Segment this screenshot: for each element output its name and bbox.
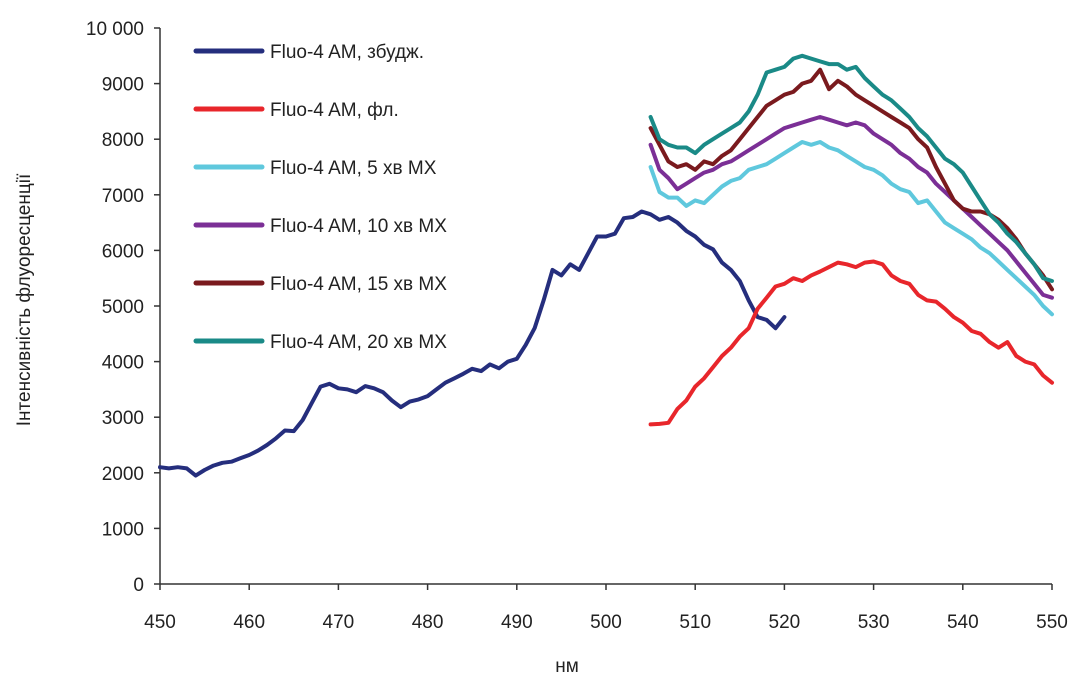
series-line-5 <box>648 67 1054 292</box>
x-tick-label: 470 <box>323 612 355 633</box>
y-tick-label: 4000 <box>102 353 144 374</box>
y-tick-label: 0 <box>133 575 144 596</box>
series-lines <box>158 53 1054 478</box>
y-ticks: 0 1000 2000 3000 4000 5000 6000 7000 8000 9000 10 … <box>86 19 160 596</box>
y-tick-label: 6000 <box>102 241 144 262</box>
y-tick-label: 2000 <box>102 464 144 485</box>
legend-label: Fluo-4 AM, 5 хв MX <box>270 158 437 179</box>
series-line-3 <box>648 140 1054 317</box>
series-line-1 <box>158 209 787 478</box>
x-ticks: 450 460 470 480 490 500 510 520 530 540 550 <box>144 584 1068 633</box>
x-tick-label: 520 <box>769 612 801 633</box>
x-tick-label: 540 <box>947 612 979 633</box>
legend-label: Fluo-4 AM, 10 хв MX <box>270 216 447 237</box>
x-tick-label: 550 <box>1036 612 1068 633</box>
x-axis-title: нм <box>555 656 579 677</box>
series-line-4 <box>648 115 1054 300</box>
legend-label: Fluo-4 AM, фл. <box>270 100 399 121</box>
x-tick-label: 510 <box>679 612 711 633</box>
legend-label: Fluo-4 AM, 15 хв MX <box>270 274 447 295</box>
x-tick-label: 460 <box>233 612 265 633</box>
x-tick-label: 480 <box>412 612 444 633</box>
x-tick-label: 450 <box>144 612 176 633</box>
y-tick-label: 8000 <box>102 130 144 151</box>
legend: Fluo-4 AM, збудж. Fluo-4 AM, фл. Fluo-4 AM… <box>193 42 447 353</box>
y-tick-label: 7000 <box>102 186 144 207</box>
x-tick-label: 500 <box>590 612 622 633</box>
y-tick-label: 9000 <box>102 75 144 96</box>
y-tick-label: 5000 <box>102 297 144 318</box>
y-tick-label: 10 000 <box>86 19 144 40</box>
legend-label: Fluo-4 AM, збудж. <box>270 42 424 63</box>
series-line-6 <box>648 53 1054 283</box>
y-tick-label: 3000 <box>102 408 144 429</box>
x-tick-label: 530 <box>858 612 890 633</box>
series-line-2 <box>648 259 1054 427</box>
x-tick-label: 490 <box>501 612 533 633</box>
y-axis-title: Інтенсивність флуоресценції <box>14 173 35 426</box>
legend-label: Fluo-4 AM, 20 хв MX <box>270 332 447 353</box>
y-tick-label: 1000 <box>102 519 144 540</box>
